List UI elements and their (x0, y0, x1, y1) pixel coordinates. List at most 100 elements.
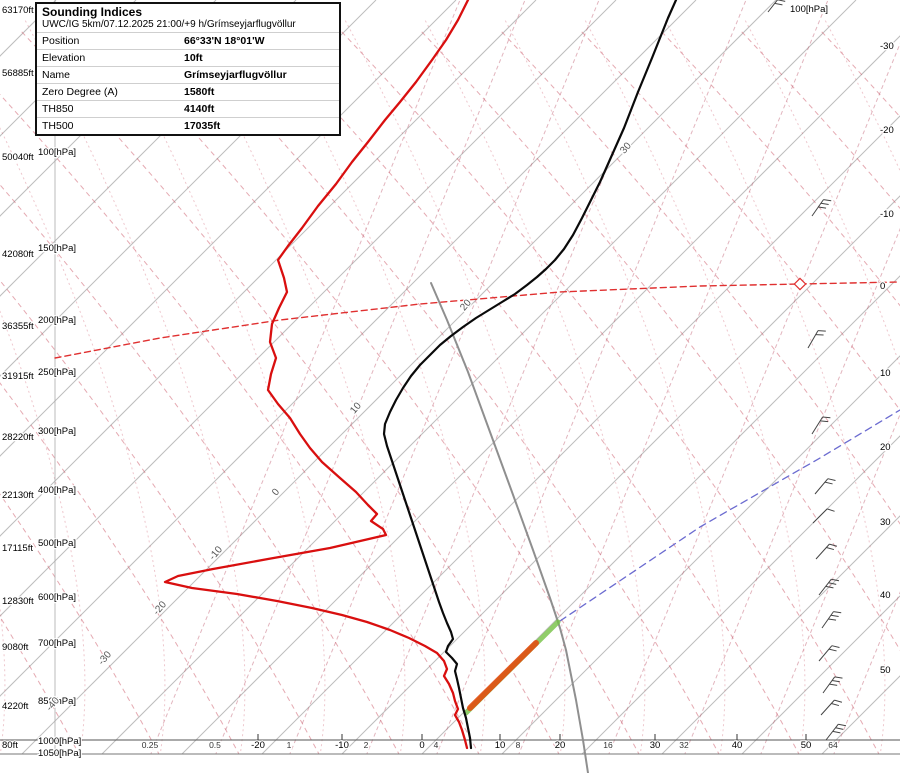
right-temp-label: 50 (880, 665, 891, 676)
row-label: TH500 (42, 120, 74, 132)
wind-barb-icon (821, 611, 842, 629)
pressure-label: 700[hPa] (38, 638, 76, 649)
mixing-ratio-label: 32 (679, 740, 689, 750)
right-temp-label: 20 (880, 442, 891, 453)
bottom-temp-label: -10 (335, 740, 349, 751)
row-value: Grímseyjarflugvöllur (184, 69, 287, 81)
mixing-ratio-label: 0.25 (142, 740, 159, 750)
wind-barb-icon (807, 330, 826, 349)
row-value: 10ft (184, 52, 203, 64)
pressure-label: 1000[hPa] (38, 736, 81, 747)
isoline-label: 30 (618, 140, 634, 156)
indices-row: TH850 4140ft (37, 100, 339, 117)
altitude-label: 17115ft (2, 543, 33, 554)
right-temp-label: -30 (880, 41, 894, 52)
row-label: TH850 (42, 103, 74, 115)
right-temp-label: 0 (880, 281, 885, 292)
row-label: Position (42, 35, 80, 47)
altitude-label: 4220ft (2, 701, 29, 712)
pressure-label: 250[hPa] (38, 367, 76, 378)
pressure-label: 600[hPa] (38, 592, 76, 603)
wind-barb-icon (822, 676, 843, 694)
row-value: 1580ft (184, 86, 215, 98)
mixing-ratio-label: 64 (828, 740, 838, 750)
pressure-label: 300[hPa] (38, 426, 76, 437)
bottom-temp-label: 20 (555, 740, 566, 751)
parcel-line (430, 282, 589, 773)
isoline-label: -20 (151, 599, 169, 617)
axis-labels: 63170ft56885ft50040ft42080ft36355ft31915… (1, 3, 895, 761)
altitude-label: 31915ft (2, 371, 34, 382)
mixing-ratio-label: 1 (287, 740, 292, 750)
sounding-series (54, 0, 900, 773)
zero-degree-marker (793, 277, 807, 291)
wind-barb-icon (825, 723, 847, 741)
temperature-curve (382, 0, 678, 750)
right-temp-label: 30 (880, 517, 891, 528)
indices-row: TH500 17035ft (37, 117, 339, 134)
altitude-label: 42080ft (2, 249, 34, 260)
indices-row: Position 66°33'N 18°01'W (37, 32, 339, 49)
altitude-label: 22130ft (2, 490, 34, 501)
pressure-label: 400[hPa] (38, 485, 76, 496)
bottom-temp-label: 40 (732, 740, 743, 751)
mixing-ratio-label: 8 (516, 740, 521, 750)
altitude-label: 50040ft (2, 152, 34, 163)
wind-barb-icon (811, 416, 831, 435)
wind-barbs (767, 0, 847, 741)
pressure-label: 100[hPa] (38, 147, 76, 158)
mixing-ratio-label: 0.5 (209, 740, 221, 750)
wind-barb-icon (812, 508, 835, 524)
wind-barb-icon (811, 199, 832, 217)
indices-row: Elevation 10ft (37, 49, 339, 66)
row-label: Zero Degree (A) (42, 86, 118, 98)
altitude-label: 9080ft (2, 642, 29, 653)
indices-row: Name Grímseyjarflugvöllur (37, 66, 339, 83)
wind-barb-icon (814, 478, 836, 495)
indices-row: Zero Degree (A) 1580ft (37, 83, 339, 100)
right-temp-label: 40 (880, 590, 891, 601)
right-temp-label: -10 (880, 209, 894, 220)
row-value: 66°33'N 18°01'W (184, 35, 265, 47)
pressure-label: 500[hPa] (38, 538, 76, 549)
pressure-label: 1050[hPa] (38, 748, 81, 759)
row-label: Name (42, 69, 71, 81)
altitude-label: 80ft (2, 740, 18, 751)
dewpoint-curve (163, 0, 470, 750)
indices-rows: Position 66°33'N 18°01'W Elevation 10ft Name… (37, 32, 339, 134)
mixing-ratio-label: 2 (364, 740, 369, 750)
right-temp-label: 10 (880, 368, 891, 379)
pressure-label: 850[hPa] (38, 696, 76, 707)
top-right-pressure-label: 100[hPa] (790, 4, 828, 15)
wind-barb-icon (815, 543, 838, 560)
pressure-label: 150[hPa] (38, 243, 76, 254)
bottom-temp-label: 30 (650, 740, 661, 751)
wind-barb-icon (818, 578, 840, 596)
row-label: Elevation (42, 52, 86, 64)
bottom-temp-label: 50 (801, 740, 812, 751)
mixing-ratio-label: 4 (434, 740, 439, 750)
lapse-highlight-orange (467, 640, 539, 711)
zero-degree-dashed-line (54, 281, 900, 359)
altitude-label: 36355ft (2, 321, 34, 332)
sounding-indices-panel: Sounding Indices UWC/IG 5km/07.12.2025 2… (35, 2, 341, 136)
altitude-label: 63170ft (2, 5, 34, 16)
row-value: 17035ft (184, 120, 221, 132)
right-temp-label: -20 (880, 125, 894, 136)
isoline-label: -10 (207, 544, 225, 562)
blue-dashed-line (559, 409, 900, 622)
wind-barb-icon (820, 699, 843, 716)
row-value: 4140ft (184, 103, 215, 115)
bottom-temp-label: -20 (251, 740, 265, 751)
bottom-temp-label: 0 (419, 740, 424, 751)
altitude-label: 28220ft (2, 432, 34, 443)
altitude-label: 12830ft (2, 596, 34, 607)
pressure-label: 200[hPa] (38, 315, 76, 326)
bottom-temp-label: 10 (495, 740, 506, 751)
panel-subtitle: UWC/IG 5km/07.12.2025 21:00/+9 h/Grímsey… (42, 19, 296, 30)
mixing-ratio-label: 16 (603, 740, 613, 750)
panel-title: Sounding Indices (42, 5, 143, 19)
wind-barb-icon (818, 645, 840, 662)
